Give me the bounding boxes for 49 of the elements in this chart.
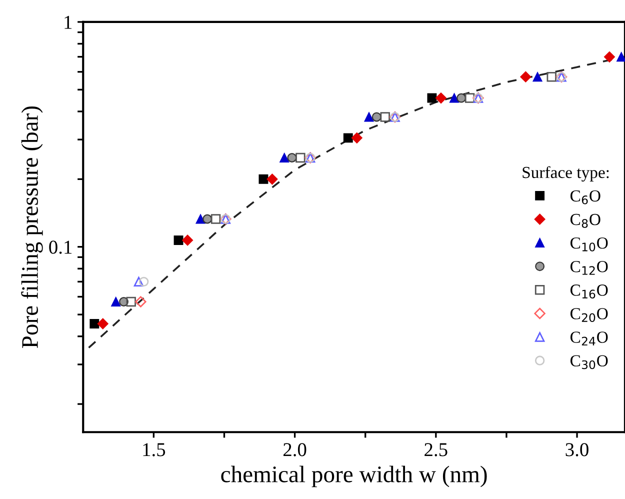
x-tick-label: 1.5 [143,443,166,456]
point [546,72,556,82]
point [126,296,136,307]
legend-label: C$_{20}$O [570,308,608,322]
point [450,93,459,103]
point [604,51,615,62]
legend-label: C$_{10}$O [570,237,608,252]
legend-label: C$_{8}$O [570,214,600,228]
point [380,112,390,122]
point [364,112,374,122]
point [258,174,268,184]
point [111,297,121,306]
point [196,214,206,224]
legend-label: C$_{12}$O [570,261,608,275]
point [532,72,542,82]
point [134,276,144,287]
x-tick-label: 3.0 [566,443,588,456]
point [520,71,532,82]
point [90,319,100,328]
point [210,214,221,224]
point [616,52,625,62]
x-tick-label: 2.5 [424,443,448,456]
point [266,174,278,185]
x-axis-title: chemical pore width w (nm) [221,466,487,488]
point [287,153,297,162]
point [182,234,194,246]
legend-label: C$_{24}$O [570,332,608,346]
point [343,133,353,143]
x-tick-label: 2.0 [283,443,306,456]
legend-title: Surface type: [522,166,609,182]
point [97,318,108,330]
point [174,236,184,245]
y-axis-title: Pore filling pressure (bar) [21,106,43,348]
point [436,92,446,104]
legend-label: C$_{30}$O [570,355,608,370]
point [464,93,475,103]
point [202,214,212,224]
y-tick-label: 0.1 [49,240,72,254]
point [135,296,146,308]
point [138,276,149,287]
point [372,112,382,122]
point [456,93,466,103]
point [296,152,306,163]
y-tick-label: 1 [64,16,72,29]
point [280,153,290,162]
point [351,132,362,144]
point [427,93,437,103]
legend-label: C$_{16}$O [570,284,608,298]
legend-label: C$_{6}$O [570,190,600,204]
